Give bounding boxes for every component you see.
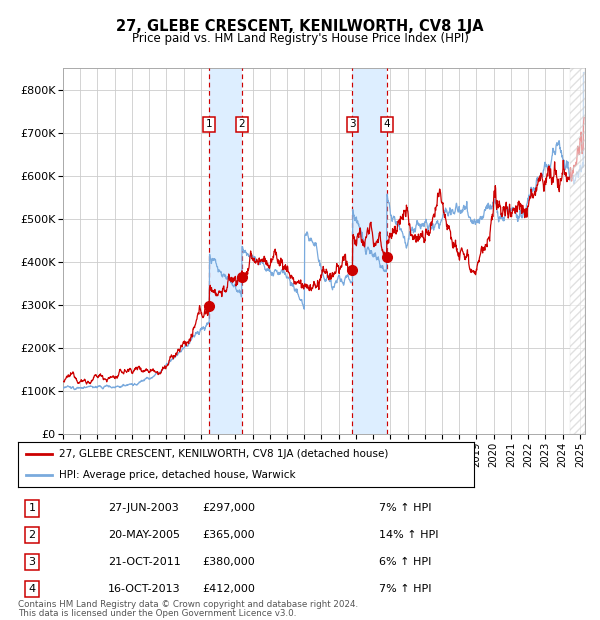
Text: Contains HM Land Registry data © Crown copyright and database right 2024.: Contains HM Land Registry data © Crown c… bbox=[18, 600, 358, 609]
Text: HPI: Average price, detached house, Warwick: HPI: Average price, detached house, Warw… bbox=[59, 469, 296, 480]
Text: 1: 1 bbox=[29, 503, 35, 513]
Bar bbox=[352, 68, 387, 434]
Text: 14% ↑ HPI: 14% ↑ HPI bbox=[379, 530, 439, 540]
Text: 7% ↑ HPI: 7% ↑ HPI bbox=[379, 584, 431, 594]
Text: 3: 3 bbox=[349, 119, 356, 129]
Text: 27, GLEBE CRESCENT, KENILWORTH, CV8 1JA: 27, GLEBE CRESCENT, KENILWORTH, CV8 1JA bbox=[116, 19, 484, 33]
Text: 4: 4 bbox=[29, 584, 35, 594]
Text: 6% ↑ HPI: 6% ↑ HPI bbox=[379, 557, 431, 567]
Text: £412,000: £412,000 bbox=[202, 584, 255, 594]
Text: £297,000: £297,000 bbox=[202, 503, 255, 513]
Bar bbox=[209, 68, 242, 434]
Text: 20-MAY-2005: 20-MAY-2005 bbox=[108, 530, 180, 540]
Text: 7% ↑ HPI: 7% ↑ HPI bbox=[379, 503, 431, 513]
Text: 27, GLEBE CRESCENT, KENILWORTH, CV8 1JA (detached house): 27, GLEBE CRESCENT, KENILWORTH, CV8 1JA … bbox=[59, 449, 388, 459]
Text: £365,000: £365,000 bbox=[202, 530, 255, 540]
Text: Price paid vs. HM Land Registry's House Price Index (HPI): Price paid vs. HM Land Registry's House … bbox=[131, 32, 469, 45]
Text: 21-OCT-2011: 21-OCT-2011 bbox=[108, 557, 181, 567]
Text: 1: 1 bbox=[206, 119, 212, 129]
Text: 27-JUN-2003: 27-JUN-2003 bbox=[108, 503, 179, 513]
Text: £380,000: £380,000 bbox=[202, 557, 255, 567]
Text: 2: 2 bbox=[29, 530, 35, 540]
Text: This data is licensed under the Open Government Licence v3.0.: This data is licensed under the Open Gov… bbox=[18, 608, 296, 618]
Text: 2: 2 bbox=[239, 119, 245, 129]
Text: 16-OCT-2013: 16-OCT-2013 bbox=[108, 584, 181, 594]
Text: 4: 4 bbox=[383, 119, 390, 129]
Text: 3: 3 bbox=[29, 557, 35, 567]
